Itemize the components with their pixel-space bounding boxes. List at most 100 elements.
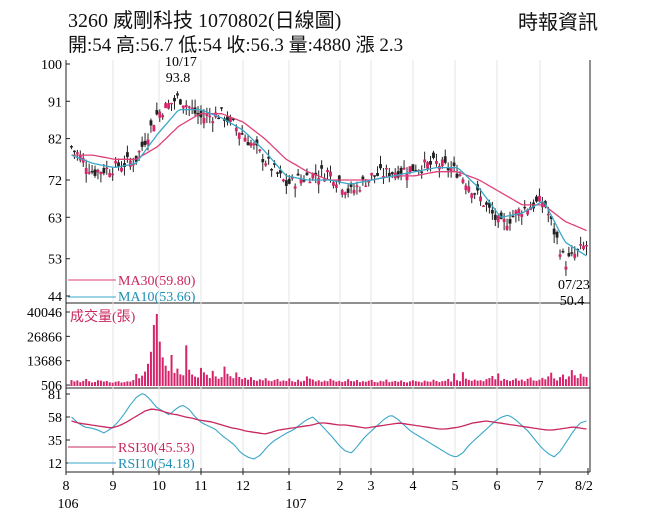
x-month-label: 4: [410, 479, 417, 494]
volume-bar: [146, 363, 149, 386]
volume-bar: [247, 379, 250, 386]
volume-bar: [482, 381, 485, 386]
candle-body: [276, 172, 279, 174]
volume-bar: [297, 379, 300, 386]
candle-body: [193, 107, 197, 114]
volume-bar: [149, 351, 152, 386]
volume-bar: [573, 375, 576, 386]
candle-body: [120, 167, 123, 172]
x-month-label: 5: [452, 479, 459, 494]
candle-body: [326, 170, 329, 173]
candle-body: [340, 189, 344, 195]
volume-bar: [376, 382, 379, 386]
candle-body: [399, 167, 403, 174]
candle-body: [479, 196, 482, 202]
volume-bar: [220, 377, 223, 386]
volume-bar: [479, 380, 482, 386]
volume-bar: [117, 381, 120, 386]
rsi10-legend-label: RSI10(54.18): [118, 457, 195, 472]
price-y-axis: 100 91 82 72 63 53 44: [41, 58, 70, 305]
candle-body: [128, 160, 132, 167]
volume-y-tick-label: 13686: [27, 355, 62, 370]
candle-body: [561, 250, 565, 253]
volume-bar: [96, 380, 99, 386]
volume-bar: [335, 381, 338, 386]
volume-bar: [70, 380, 73, 386]
rsi30-legend-label: RSI30(45.53): [118, 441, 195, 456]
candle-body: [435, 160, 438, 164]
volume-bar: [108, 382, 111, 386]
candle-body: [149, 120, 153, 126]
price-y-tick-label: 91: [48, 95, 62, 110]
volume-panel-title: 成交量(張): [70, 308, 136, 325]
candle-body: [535, 196, 538, 202]
volume-bar: [476, 380, 479, 386]
volume-y-tick-label: 26866: [27, 330, 62, 345]
x-month-label: 3: [368, 479, 375, 494]
candle-body: [281, 179, 285, 182]
high-date-label: 10/17: [165, 55, 197, 70]
volume-bar: [400, 380, 403, 386]
volume-bar: [506, 380, 509, 386]
rsi10-line: [71, 393, 587, 460]
volume-bar: [344, 381, 347, 386]
x-month-label: 8: [63, 479, 70, 494]
candle-body: [432, 152, 435, 158]
low-date-label: 07/23: [558, 278, 590, 293]
candle-body: [585, 244, 588, 247]
candle-body: [293, 186, 297, 189]
volume-bar: [232, 378, 235, 386]
volume-bar: [394, 381, 397, 386]
price-y-tick-label: 63: [48, 211, 62, 226]
volume-bar: [226, 373, 229, 386]
volume-bar: [258, 379, 261, 386]
candle-body: [461, 179, 465, 183]
volume-bar: [326, 381, 329, 386]
volume-bar: [276, 378, 279, 386]
x-year-label: 106: [58, 497, 79, 512]
volume-bar: [270, 381, 273, 386]
volume-bar: [291, 381, 294, 386]
volume-bar: [532, 380, 535, 386]
volume-bar: [282, 380, 285, 386]
candle-body: [173, 97, 176, 102]
candle-body: [220, 107, 223, 109]
volume-bar: [405, 382, 408, 386]
candle-body: [496, 215, 500, 223]
candle-body: [99, 171, 103, 175]
volume-bar: [311, 379, 314, 386]
candle-body: [443, 156, 447, 163]
volume-bar: [229, 376, 232, 386]
candle-body: [237, 132, 241, 139]
candle-body: [502, 218, 506, 223]
grid: [112, 60, 541, 472]
candle-body: [343, 192, 347, 195]
volume-bar: [158, 341, 161, 386]
volume-bar: [141, 375, 144, 386]
candle-body: [302, 180, 306, 182]
volume-bar: [538, 379, 541, 386]
high-value-label: 93.8: [166, 71, 191, 86]
candle-body: [205, 114, 209, 117]
volume-bar: [338, 380, 341, 386]
candle-body: [573, 253, 577, 259]
candle-body: [158, 111, 162, 118]
volume-bar: [102, 381, 105, 386]
volume-bar: [456, 380, 459, 386]
low-annotation: 07/23 50.4: [558, 278, 590, 309]
candle-body: [426, 162, 429, 169]
candle-body: [73, 150, 76, 153]
rsi-y-tick-label: 35: [48, 434, 62, 449]
volume-bar: [382, 381, 385, 386]
volume-bar: [576, 378, 579, 386]
candle-body: [402, 167, 406, 170]
candle-body: [246, 142, 250, 146]
volume-bar: [444, 380, 447, 386]
candle-body: [379, 164, 382, 169]
volume-bar: [279, 381, 282, 386]
volume-bar: [426, 381, 429, 386]
candle-body: [467, 186, 471, 192]
volume-bar: [176, 368, 179, 386]
candle-body: [190, 107, 194, 110]
price-y-tick-label: 82: [48, 133, 62, 148]
